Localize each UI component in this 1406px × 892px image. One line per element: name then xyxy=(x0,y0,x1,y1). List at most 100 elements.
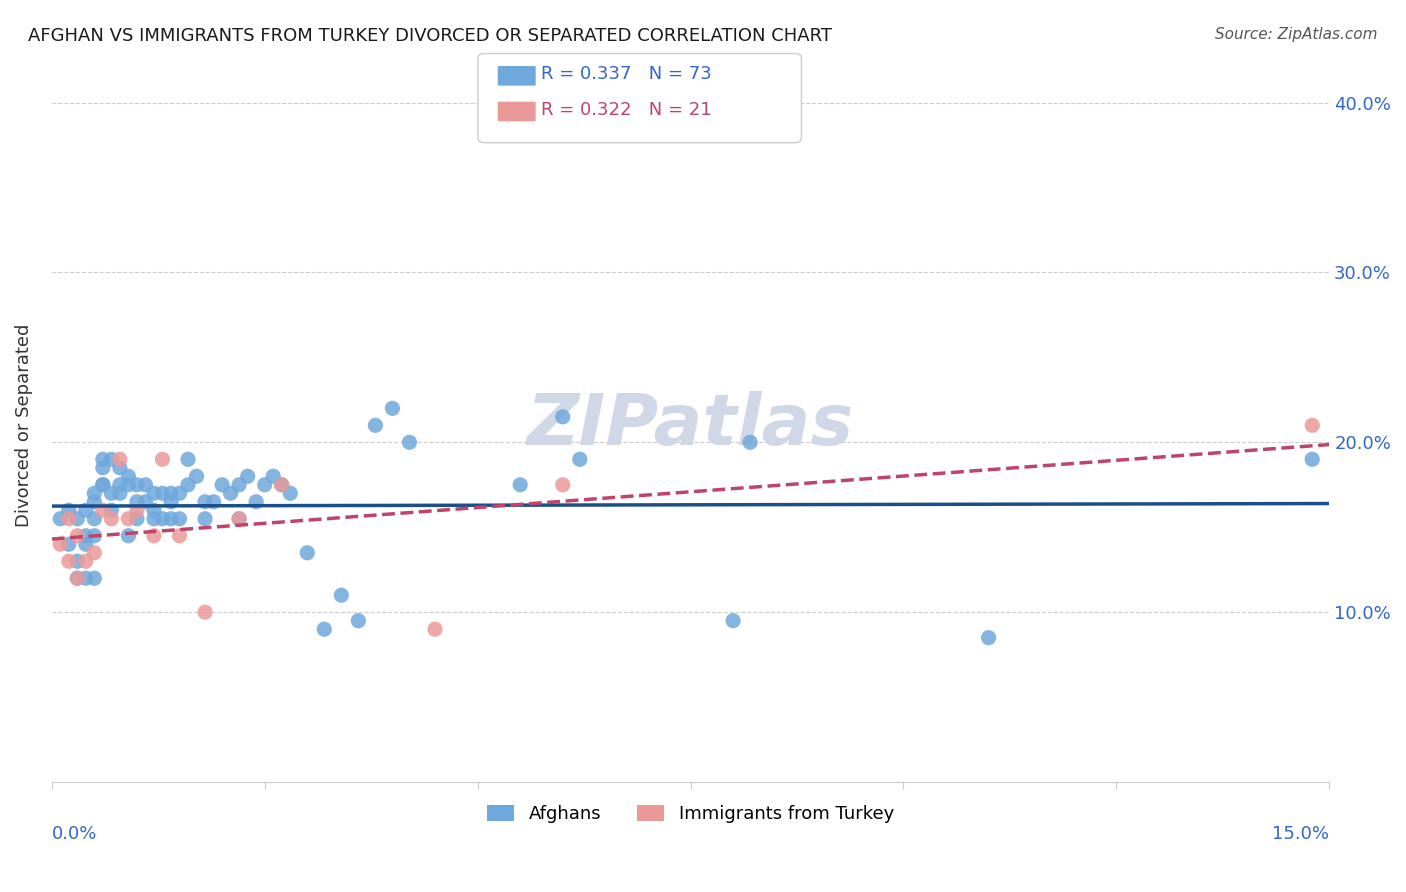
Point xyxy=(568,452,591,467)
Point xyxy=(66,529,89,543)
Point xyxy=(194,512,217,526)
Point xyxy=(75,537,97,551)
Point xyxy=(270,477,292,491)
Point xyxy=(91,452,114,467)
Point xyxy=(228,477,250,491)
Point xyxy=(117,469,139,483)
Point xyxy=(236,469,259,483)
Point xyxy=(228,512,250,526)
Point xyxy=(83,512,105,526)
Point xyxy=(177,452,200,467)
Point xyxy=(83,529,105,543)
Point xyxy=(253,477,276,491)
Point xyxy=(58,512,80,526)
Point xyxy=(330,588,353,602)
Point xyxy=(381,401,404,416)
Point xyxy=(108,460,131,475)
Point xyxy=(160,495,183,509)
Point xyxy=(108,486,131,500)
Point xyxy=(721,614,744,628)
Point xyxy=(134,495,156,509)
Point xyxy=(1301,418,1323,433)
Text: Source: ZipAtlas.com: Source: ZipAtlas.com xyxy=(1215,27,1378,42)
Text: 15.0%: 15.0% xyxy=(1272,825,1329,843)
Point xyxy=(91,477,114,491)
Point xyxy=(398,435,420,450)
Point xyxy=(160,512,183,526)
Point xyxy=(66,554,89,568)
Point xyxy=(125,503,148,517)
Point xyxy=(194,495,217,509)
Point xyxy=(108,477,131,491)
Point xyxy=(75,503,97,517)
Point xyxy=(66,571,89,585)
Point xyxy=(977,631,1000,645)
Point xyxy=(740,435,762,450)
Point xyxy=(245,495,267,509)
Point xyxy=(142,486,165,500)
Point xyxy=(211,477,233,491)
Point xyxy=(100,512,122,526)
Point xyxy=(364,418,387,433)
Point xyxy=(58,537,80,551)
Point xyxy=(169,529,191,543)
Point xyxy=(152,512,174,526)
Point xyxy=(142,512,165,526)
Point xyxy=(228,512,250,526)
Point xyxy=(75,554,97,568)
Text: R = 0.337   N = 73: R = 0.337 N = 73 xyxy=(541,65,711,83)
Point xyxy=(194,605,217,619)
Point xyxy=(66,571,89,585)
Point xyxy=(100,486,122,500)
Point xyxy=(117,512,139,526)
Point xyxy=(509,477,531,491)
Point xyxy=(91,503,114,517)
Text: AFGHAN VS IMMIGRANTS FROM TURKEY DIVORCED OR SEPARATED CORRELATION CHART: AFGHAN VS IMMIGRANTS FROM TURKEY DIVORCE… xyxy=(28,27,832,45)
Y-axis label: Divorced or Separated: Divorced or Separated xyxy=(15,324,32,527)
Point xyxy=(152,452,174,467)
Point xyxy=(551,477,574,491)
Point xyxy=(125,512,148,526)
Point xyxy=(83,571,105,585)
Point xyxy=(423,622,446,636)
Point xyxy=(551,409,574,424)
Point xyxy=(100,503,122,517)
Point xyxy=(134,477,156,491)
Point xyxy=(186,469,208,483)
Point xyxy=(169,486,191,500)
Point xyxy=(66,512,89,526)
Point xyxy=(160,486,183,500)
Point xyxy=(1301,452,1323,467)
Point xyxy=(75,571,97,585)
Point xyxy=(125,477,148,491)
Point xyxy=(58,554,80,568)
Point xyxy=(83,495,105,509)
Point xyxy=(100,452,122,467)
Point xyxy=(297,546,319,560)
Point xyxy=(262,469,284,483)
Point xyxy=(202,495,225,509)
Point xyxy=(169,512,191,526)
Point xyxy=(108,452,131,467)
Point xyxy=(125,495,148,509)
Text: ZIPatlas: ZIPatlas xyxy=(527,391,855,459)
Text: 0.0%: 0.0% xyxy=(52,825,97,843)
Point xyxy=(278,486,301,500)
Point xyxy=(91,477,114,491)
Point xyxy=(83,486,105,500)
Point xyxy=(270,477,292,491)
Point xyxy=(49,512,72,526)
Point xyxy=(347,614,370,628)
Point xyxy=(117,477,139,491)
Point xyxy=(117,529,139,543)
Point xyxy=(314,622,336,636)
Point xyxy=(152,486,174,500)
Point xyxy=(142,529,165,543)
Point xyxy=(58,503,80,517)
Point xyxy=(219,486,242,500)
Point xyxy=(83,546,105,560)
Text: R = 0.322   N = 21: R = 0.322 N = 21 xyxy=(541,101,711,119)
Point xyxy=(142,503,165,517)
Point xyxy=(91,460,114,475)
Point xyxy=(75,529,97,543)
